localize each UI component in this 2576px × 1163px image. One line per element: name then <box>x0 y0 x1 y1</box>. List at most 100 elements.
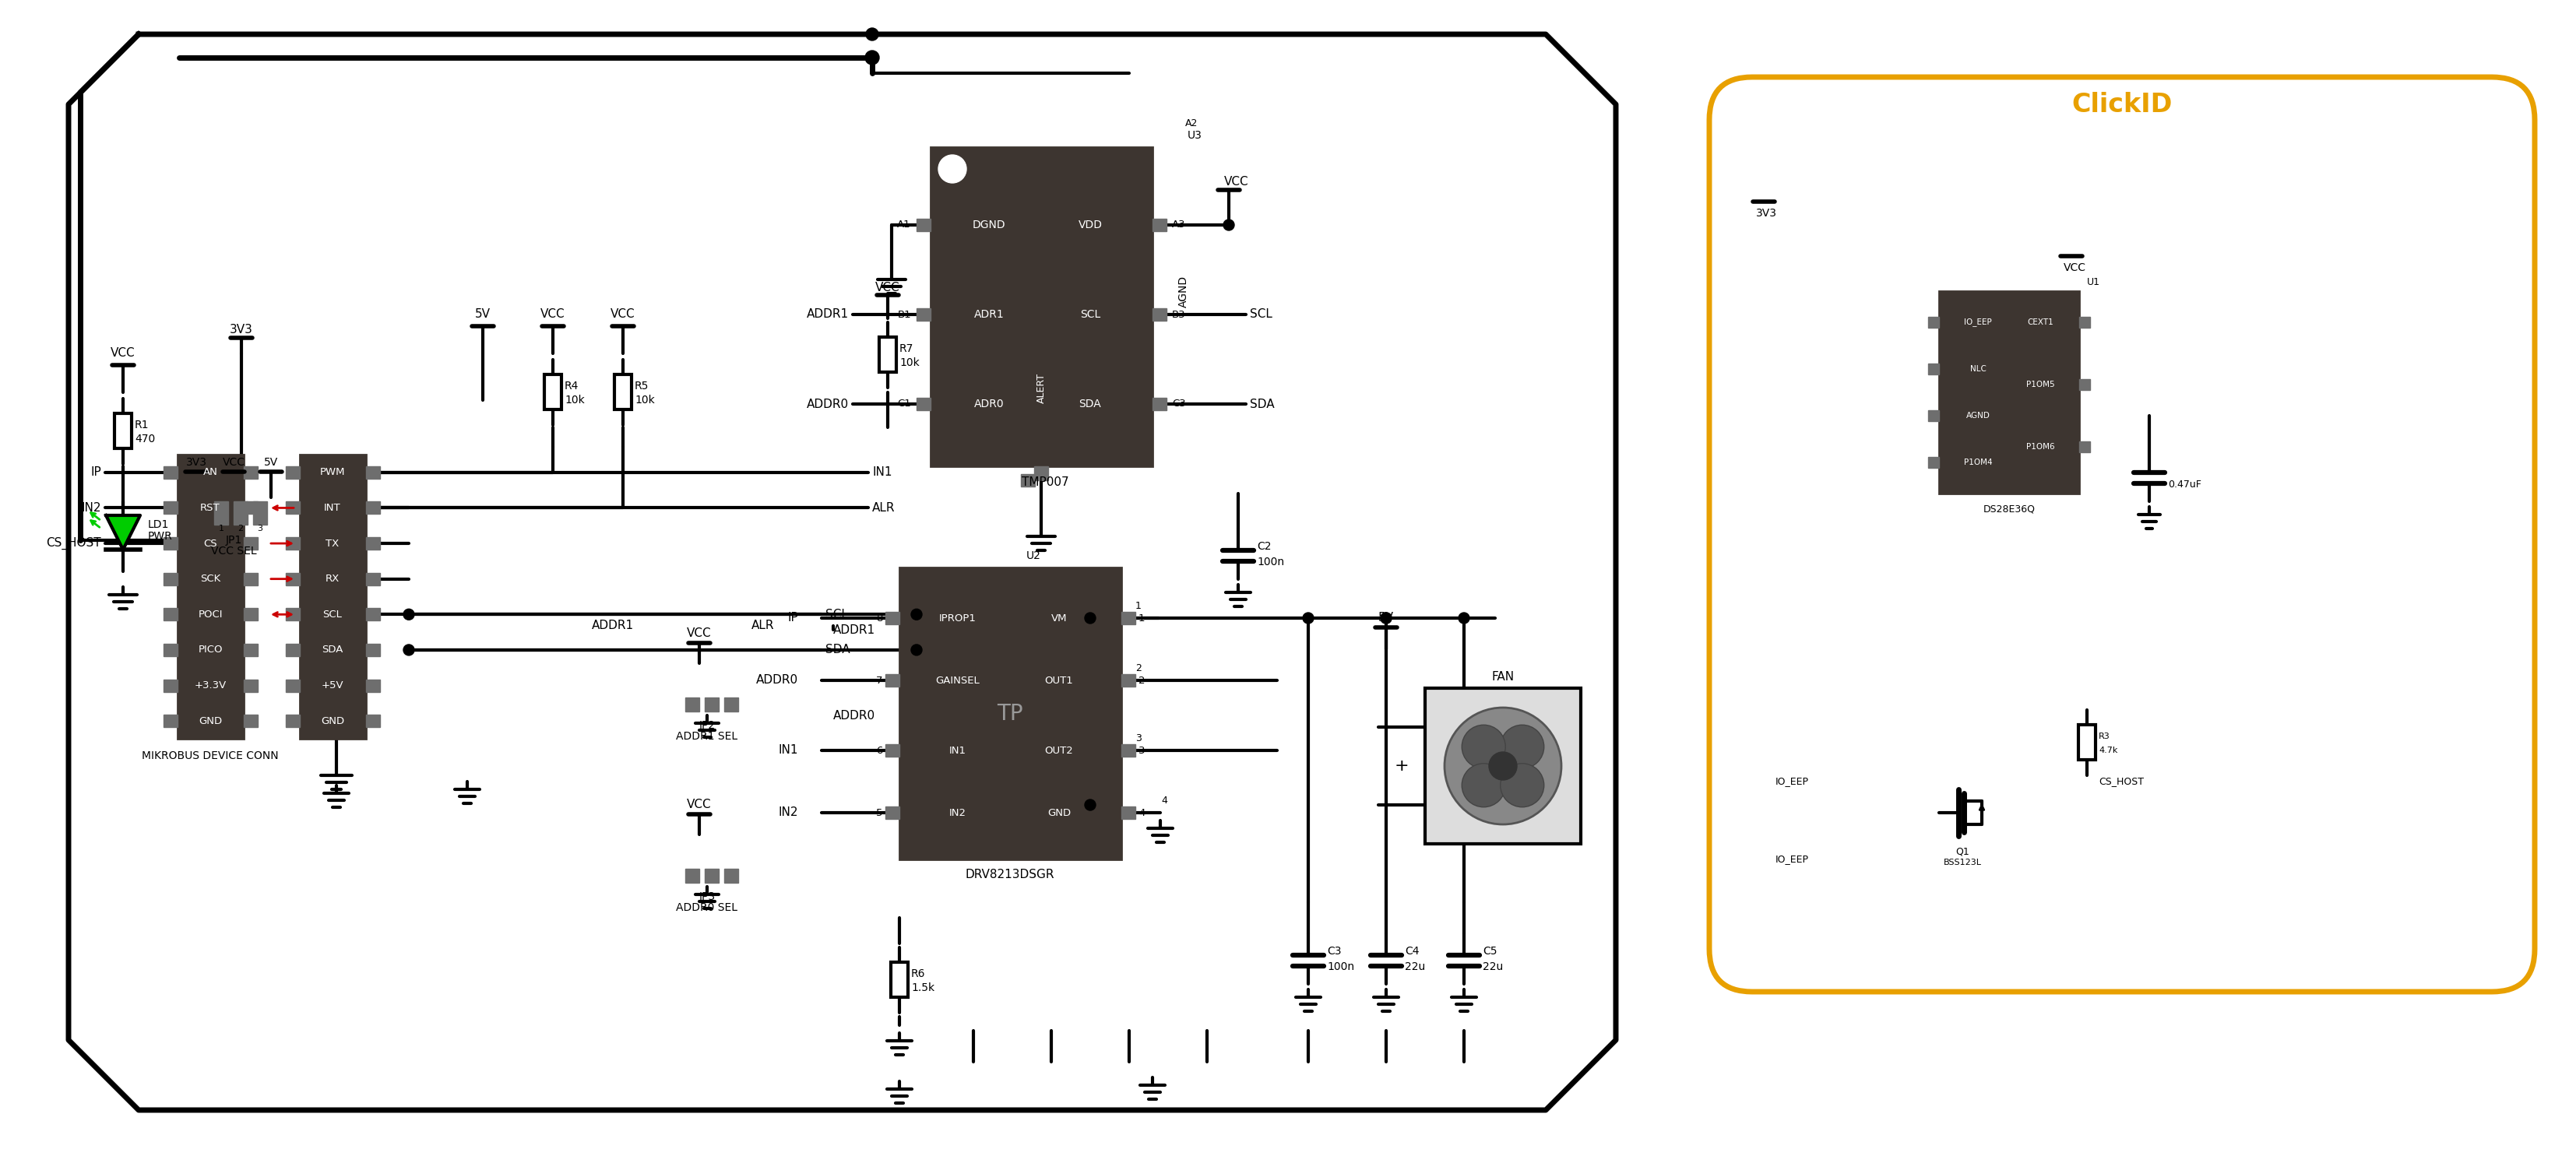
Bar <box>245 715 258 727</box>
Text: SDA: SDA <box>1079 399 1103 409</box>
Text: SCL: SCL <box>824 608 848 620</box>
Bar <box>245 679 258 692</box>
Bar <box>2079 442 2089 452</box>
Text: R6: R6 <box>912 969 925 979</box>
Text: GND: GND <box>198 716 222 726</box>
Text: RX: RX <box>325 573 340 584</box>
Bar <box>286 715 299 727</box>
Text: VCC: VCC <box>222 457 245 468</box>
Bar <box>162 466 178 479</box>
Text: R7: R7 <box>899 343 914 355</box>
Text: MIKROBUS DEVICE CONN: MIKROBUS DEVICE CONN <box>142 750 278 762</box>
Text: 1: 1 <box>1139 613 1146 623</box>
Text: DRV8213DSGR: DRV8213DSGR <box>966 869 1054 880</box>
Bar <box>544 374 562 409</box>
Bar <box>366 537 381 550</box>
Text: U1: U1 <box>2087 277 2099 287</box>
Bar <box>1927 411 1940 421</box>
Text: ADR1: ADR1 <box>974 309 1005 320</box>
Text: NLC: NLC <box>1971 365 1986 373</box>
Text: AGND: AGND <box>1177 276 1190 307</box>
Bar <box>2079 379 2089 390</box>
Text: 3V3: 3V3 <box>1757 208 1777 219</box>
Bar <box>1927 316 1940 328</box>
Text: R1: R1 <box>134 420 149 430</box>
Text: AGND: AGND <box>1965 412 1991 420</box>
Bar <box>724 698 739 712</box>
Text: R5: R5 <box>634 380 649 392</box>
Text: 8: 8 <box>876 613 884 623</box>
Bar <box>1927 457 1940 468</box>
Circle shape <box>404 609 415 620</box>
Circle shape <box>1381 613 1391 623</box>
Text: IN2: IN2 <box>82 502 100 514</box>
Bar <box>616 374 631 409</box>
Text: TP: TP <box>997 702 1023 725</box>
Bar <box>1151 219 1167 231</box>
Text: 5: 5 <box>876 807 884 818</box>
Text: P1OM5: P1OM5 <box>2025 380 2056 388</box>
Text: R3: R3 <box>2099 733 2110 741</box>
Text: FAN: FAN <box>1492 671 1515 683</box>
Text: U3: U3 <box>1188 130 1203 141</box>
Bar <box>1121 612 1136 625</box>
Text: BSS123L: BSS123L <box>1942 858 1981 866</box>
Bar <box>917 308 930 321</box>
Text: VCC: VCC <box>2063 263 2087 273</box>
Circle shape <box>1303 613 1314 623</box>
Text: 1: 1 <box>219 525 224 533</box>
Text: ALR: ALR <box>752 620 775 632</box>
Circle shape <box>1461 725 1504 769</box>
Text: VDD: VDD <box>1079 220 1103 230</box>
Text: 100n: 100n <box>1257 557 1285 568</box>
Text: C3: C3 <box>1327 946 1342 957</box>
Text: ADR0: ADR0 <box>974 399 1005 409</box>
Circle shape <box>1224 220 1234 230</box>
Text: 22u: 22u <box>1404 962 1425 972</box>
Bar <box>2079 316 2089 328</box>
Circle shape <box>1499 763 1543 807</box>
Text: ADDR0: ADDR0 <box>755 675 799 686</box>
Text: A3: A3 <box>1172 220 1185 230</box>
Text: PWM: PWM <box>319 468 345 478</box>
Text: 5V: 5V <box>263 457 278 468</box>
Circle shape <box>866 28 878 41</box>
Bar <box>245 608 258 621</box>
Circle shape <box>1489 752 1517 780</box>
Bar <box>891 962 907 997</box>
Bar <box>886 744 899 757</box>
Text: SCL: SCL <box>1249 308 1273 320</box>
Text: ALR: ALR <box>873 502 894 514</box>
Text: IN2: IN2 <box>951 807 966 818</box>
Bar <box>2079 725 2094 759</box>
Text: AN: AN <box>204 468 216 478</box>
Text: 100n: 100n <box>1327 962 1355 972</box>
Bar <box>886 612 899 625</box>
Bar <box>366 572 381 585</box>
Bar <box>286 501 299 514</box>
Bar <box>252 501 268 525</box>
Bar <box>1927 364 1940 374</box>
Circle shape <box>1084 613 1095 623</box>
Text: 22u: 22u <box>1484 962 1504 972</box>
Bar <box>685 869 698 883</box>
Bar <box>1121 806 1136 819</box>
Bar <box>1033 466 1048 480</box>
Bar <box>234 501 247 525</box>
Circle shape <box>912 609 922 620</box>
Text: JP2: JP2 <box>698 720 716 732</box>
Text: JP1: JP1 <box>224 535 242 545</box>
Bar <box>685 698 698 712</box>
Circle shape <box>912 644 922 656</box>
Text: IP: IP <box>788 612 799 623</box>
Text: ADDR1 SEL: ADDR1 SEL <box>677 732 737 742</box>
Text: IO_EEP: IO_EEP <box>1775 855 1808 864</box>
Text: C3: C3 <box>1172 399 1185 409</box>
Text: ADDR0 SEL: ADDR0 SEL <box>677 902 737 913</box>
Text: 1: 1 <box>1136 601 1141 612</box>
Text: ADDR0: ADDR0 <box>806 398 850 409</box>
Bar <box>162 715 178 727</box>
Text: VM: VM <box>1051 613 1066 623</box>
Text: +5V: +5V <box>322 680 343 691</box>
Bar <box>214 501 229 525</box>
